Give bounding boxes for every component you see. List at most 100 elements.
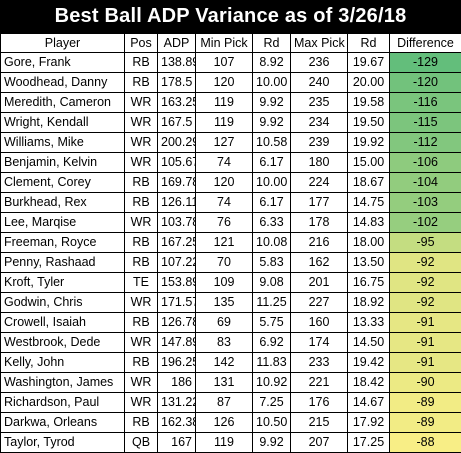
min-pick-cell[interactable]: 119 xyxy=(196,113,253,133)
max-pick-cell[interactable]: 207 xyxy=(291,433,348,453)
min-pick-cell[interactable]: 70 xyxy=(196,253,253,273)
min-pick-cell[interactable]: 74 xyxy=(196,153,253,173)
adp-cell[interactable]: 107.22 xyxy=(158,253,196,273)
min-pick-cell[interactable]: 126 xyxy=(196,413,253,433)
min-pick-cell[interactable]: 119 xyxy=(196,93,253,113)
min-round-cell[interactable]: 6.17 xyxy=(253,153,291,173)
adp-cell[interactable]: 162.38 xyxy=(158,413,196,433)
player-cell[interactable]: Wright, Kendall xyxy=(1,113,125,133)
player-cell[interactable]: Gore, Frank xyxy=(1,53,125,73)
max-round-cell[interactable]: 16.75 xyxy=(348,273,390,293)
min-round-cell[interactable]: 10.92 xyxy=(253,373,291,393)
max-pick-cell[interactable]: 201 xyxy=(291,273,348,293)
player-cell[interactable]: Godwin, Chris xyxy=(1,293,125,313)
player-cell[interactable]: Clement, Corey xyxy=(1,173,125,193)
max-round-cell[interactable]: 19.42 xyxy=(348,353,390,373)
min-pick-cell[interactable]: 119 xyxy=(196,433,253,453)
min-round-cell[interactable]: 11.25 xyxy=(253,293,291,313)
adp-cell[interactable]: 186 xyxy=(158,373,196,393)
position-cell[interactable]: WR xyxy=(125,393,158,413)
max-pick-cell[interactable]: 160 xyxy=(291,313,348,333)
position-cell[interactable]: RB xyxy=(125,353,158,373)
difference-cell[interactable]: -115 xyxy=(390,113,461,133)
max-pick-cell[interactable]: 174 xyxy=(291,333,348,353)
player-cell[interactable]: Crowell, Isaiah xyxy=(1,313,125,333)
difference-cell[interactable]: -89 xyxy=(390,413,461,433)
position-cell[interactable]: RB xyxy=(125,173,158,193)
difference-cell[interactable]: -116 xyxy=(390,93,461,113)
min-pick-cell[interactable]: 83 xyxy=(196,333,253,353)
max-pick-cell[interactable]: 224 xyxy=(291,173,348,193)
difference-cell[interactable]: -103 xyxy=(390,193,461,213)
max-round-cell[interactable]: 14.67 xyxy=(348,393,390,413)
min-pick-cell[interactable]: 131 xyxy=(196,373,253,393)
position-cell[interactable]: RB xyxy=(125,233,158,253)
min-round-cell[interactable]: 7.25 xyxy=(253,393,291,413)
max-round-cell[interactable]: 19.58 xyxy=(348,93,390,113)
adp-cell[interactable]: 167.5 xyxy=(158,113,196,133)
min-round-cell[interactable]: 9.92 xyxy=(253,93,291,113)
player-cell[interactable]: Freeman, Royce xyxy=(1,233,125,253)
min-pick-cell[interactable]: 74 xyxy=(196,193,253,213)
max-pick-cell[interactable]: 227 xyxy=(291,293,348,313)
difference-cell[interactable]: -106 xyxy=(390,153,461,173)
min-round-cell[interactable]: 8.92 xyxy=(253,53,291,73)
player-cell[interactable]: Penny, Rashaad xyxy=(1,253,125,273)
adp-cell[interactable]: 103.78 xyxy=(158,213,196,233)
max-round-cell[interactable]: 15.00 xyxy=(348,153,390,173)
min-pick-cell[interactable]: 120 xyxy=(196,73,253,93)
max-pick-cell[interactable]: 178 xyxy=(291,213,348,233)
adp-cell[interactable]: 169.78 xyxy=(158,173,196,193)
min-pick-cell[interactable]: 109 xyxy=(196,273,253,293)
min-pick-cell[interactable]: 121 xyxy=(196,233,253,253)
min-round-cell[interactable]: 9.92 xyxy=(253,113,291,133)
player-cell[interactable]: Westbrook, Dede xyxy=(1,333,125,353)
min-round-cell[interactable]: 10.58 xyxy=(253,133,291,153)
min-pick-cell[interactable]: 107 xyxy=(196,53,253,73)
min-round-cell[interactable]: 6.33 xyxy=(253,213,291,233)
adp-cell[interactable]: 153.89 xyxy=(158,273,196,293)
max-round-cell[interactable]: 13.33 xyxy=(348,313,390,333)
position-cell[interactable]: WR xyxy=(125,93,158,113)
position-cell[interactable]: WR xyxy=(125,213,158,233)
position-cell[interactable]: RB xyxy=(125,73,158,93)
column-header-difference[interactable]: Difference xyxy=(390,34,461,53)
max-pick-cell[interactable]: 234 xyxy=(291,113,348,133)
adp-cell[interactable]: 167 xyxy=(158,433,196,453)
position-cell[interactable]: QB xyxy=(125,433,158,453)
player-cell[interactable]: Benjamin, Kelvin xyxy=(1,153,125,173)
max-round-cell[interactable]: 14.75 xyxy=(348,193,390,213)
min-pick-cell[interactable]: 142 xyxy=(196,353,253,373)
max-round-cell[interactable]: 19.92 xyxy=(348,133,390,153)
difference-cell[interactable]: -129 xyxy=(390,53,461,73)
position-cell[interactable]: WR xyxy=(125,153,158,173)
difference-cell[interactable]: -104 xyxy=(390,173,461,193)
adp-cell[interactable]: 171.57 xyxy=(158,293,196,313)
max-round-cell[interactable]: 17.92 xyxy=(348,413,390,433)
max-round-cell[interactable]: 18.00 xyxy=(348,233,390,253)
position-cell[interactable]: WR xyxy=(125,113,158,133)
difference-cell[interactable]: -120 xyxy=(390,73,461,93)
max-round-cell[interactable]: 18.42 xyxy=(348,373,390,393)
max-pick-cell[interactable]: 215 xyxy=(291,413,348,433)
position-cell[interactable]: RB xyxy=(125,193,158,213)
difference-cell[interactable]: -102 xyxy=(390,213,461,233)
column-header-pos[interactable]: Pos xyxy=(125,34,158,53)
max-pick-cell[interactable]: 162 xyxy=(291,253,348,273)
column-header-player[interactable]: Player xyxy=(1,34,125,53)
max-round-cell[interactable]: 20.00 xyxy=(348,73,390,93)
position-cell[interactable]: TE xyxy=(125,273,158,293)
max-round-cell[interactable]: 13.50 xyxy=(348,253,390,273)
player-cell[interactable]: Washington, James xyxy=(1,373,125,393)
player-cell[interactable]: Meredith, Cameron xyxy=(1,93,125,113)
adp-cell[interactable]: 163.25 xyxy=(158,93,196,113)
min-pick-cell[interactable]: 127 xyxy=(196,133,253,153)
adp-cell[interactable]: 167.25 xyxy=(158,233,196,253)
column-header-min-pick[interactable]: Min Pick xyxy=(196,34,253,53)
max-round-cell[interactable]: 18.67 xyxy=(348,173,390,193)
min-pick-cell[interactable]: 87 xyxy=(196,393,253,413)
max-round-cell[interactable]: 19.50 xyxy=(348,113,390,133)
player-cell[interactable]: Kroft, Tyler xyxy=(1,273,125,293)
adp-cell[interactable]: 138.89 xyxy=(158,53,196,73)
min-pick-cell[interactable]: 76 xyxy=(196,213,253,233)
